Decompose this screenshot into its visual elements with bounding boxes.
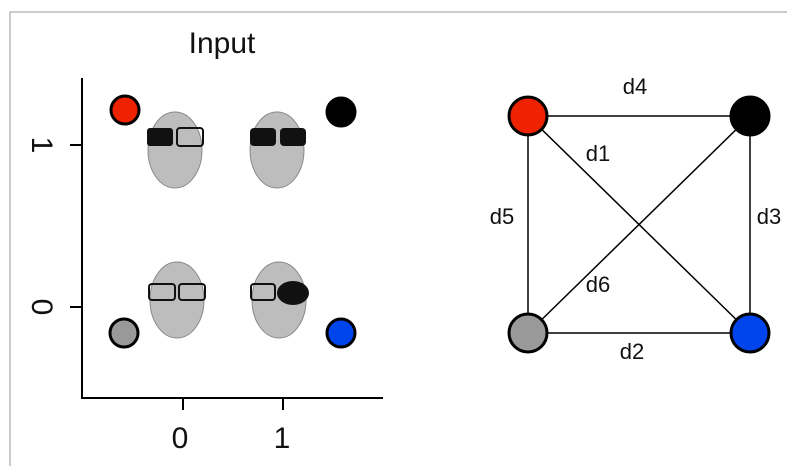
edge-label: d6 <box>586 272 610 297</box>
edge-label: d4 <box>623 74 647 99</box>
node-gray <box>507 312 549 354</box>
y-tick-label: 1 <box>25 137 58 154</box>
edge-label: d1 <box>586 141 610 166</box>
node-red <box>507 95 549 137</box>
x-tick-label: 0 <box>172 422 189 455</box>
face-sunglasses <box>249 111 306 189</box>
edges <box>527 115 751 334</box>
node-blue <box>729 312 771 354</box>
edge-label: d3 <box>757 204 781 229</box>
gray-dot <box>108 317 140 349</box>
face-both-glasses <box>147 111 204 189</box>
blue-dot <box>325 317 357 349</box>
y-tick-label: 0 <box>25 299 58 316</box>
red-dot <box>109 94 141 126</box>
panel-title: Input <box>189 27 256 60</box>
black-dot <box>325 96 357 128</box>
edge-label: d5 <box>490 204 514 229</box>
face-eyepatch <box>250 261 309 339</box>
face-clear-glasses <box>148 261 206 339</box>
frame <box>9 11 787 466</box>
node-black <box>729 95 771 137</box>
edge-label: d2 <box>620 339 644 364</box>
x-tick-label: 1 <box>274 422 291 455</box>
